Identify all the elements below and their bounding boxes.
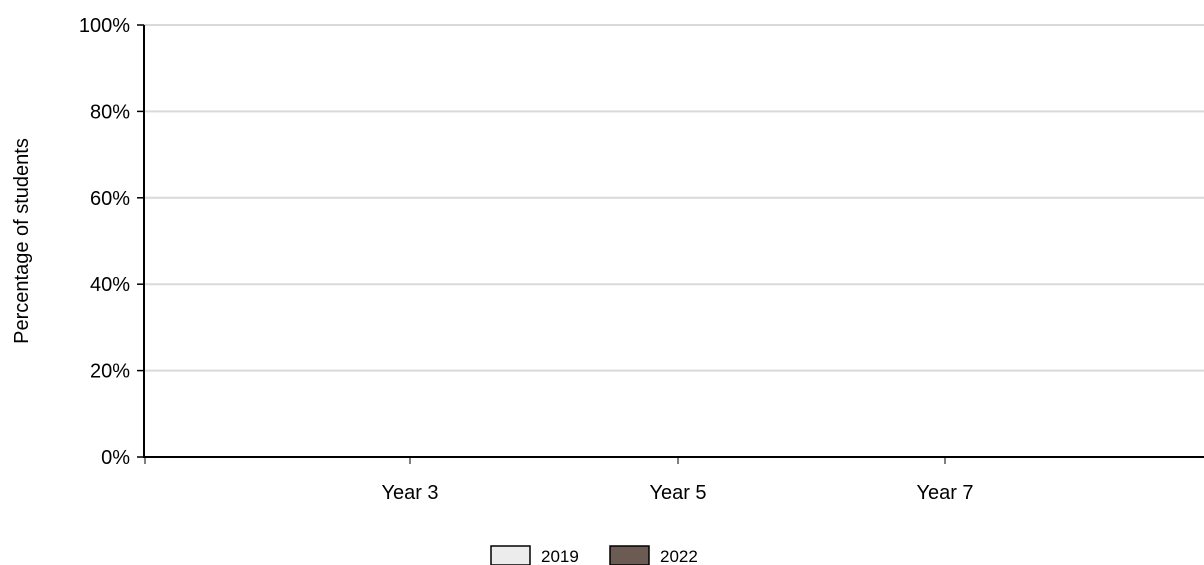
legend-label: 2022 bbox=[660, 547, 698, 565]
grid-lines bbox=[144, 24, 1204, 372]
x-tick-label: Year 3 bbox=[381, 482, 438, 504]
y-tick-label: 60% bbox=[90, 188, 130, 210]
legend-label: 2019 bbox=[541, 547, 579, 565]
y-tick-label: 80% bbox=[90, 101, 130, 123]
x-tick-label: Year 7 bbox=[916, 482, 973, 504]
y-tick-label: 40% bbox=[90, 274, 130, 296]
x-tick-label: Year 5 bbox=[649, 482, 706, 504]
y-axis-ticks: 0% 20% 40% 60% 80% 100% bbox=[79, 15, 144, 469]
y-axis-title: Percentage of students bbox=[11, 138, 33, 344]
y-tick-label: 20% bbox=[90, 361, 130, 383]
x-axis-ticks: Year 3 Year 5 Year 7 bbox=[144, 457, 974, 504]
legend-swatch bbox=[490, 545, 531, 565]
y-tick-label: 100% bbox=[79, 15, 130, 37]
legend-swatch bbox=[609, 545, 650, 565]
y-tick-label: 0% bbox=[101, 447, 130, 469]
legend: 2019 2022 bbox=[490, 545, 698, 565]
